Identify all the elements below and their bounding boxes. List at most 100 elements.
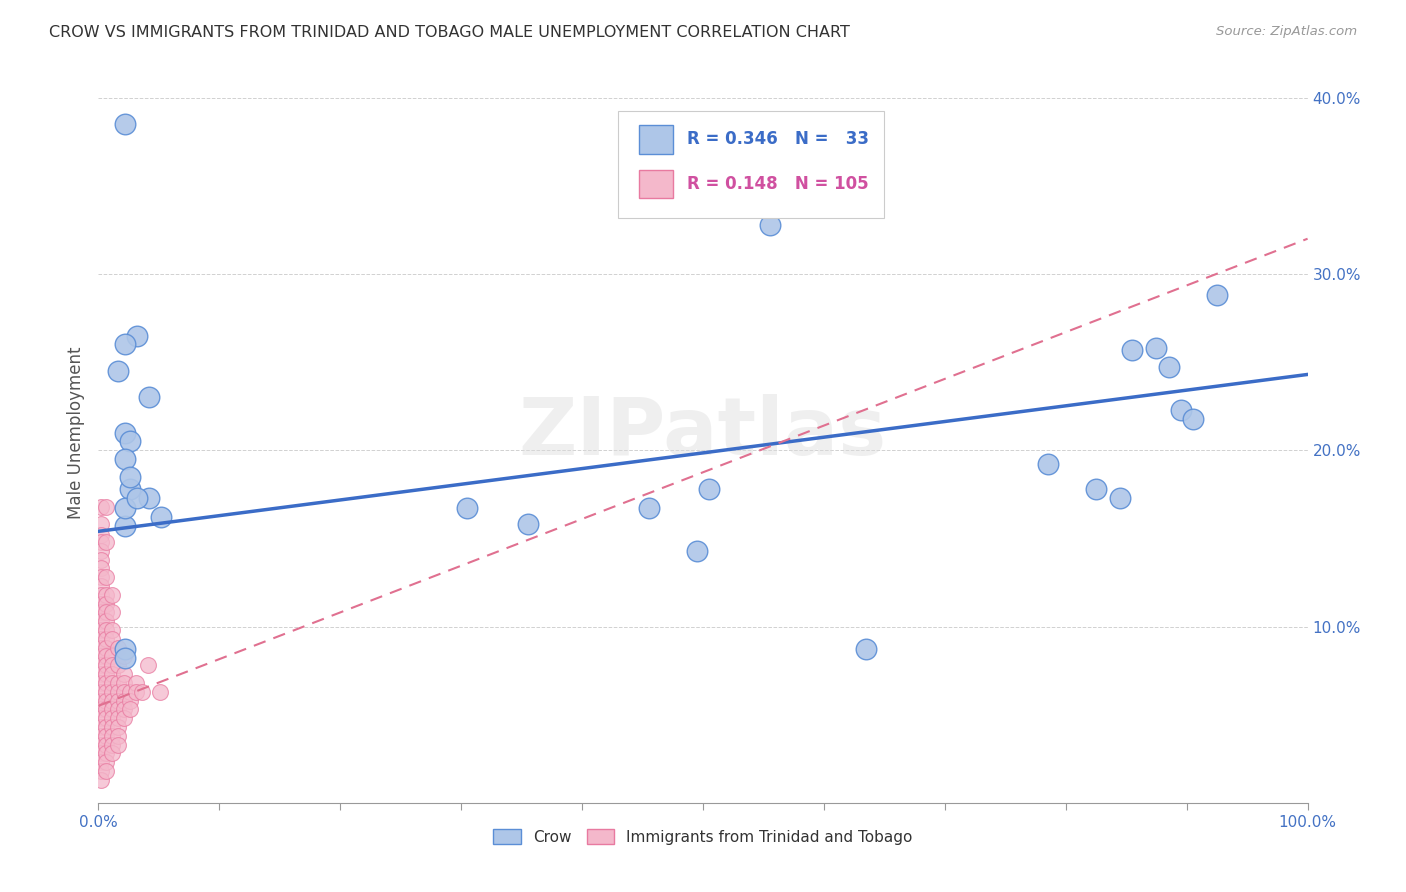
Point [90,685,112,699]
Point [94,640,117,655]
Point [107,364,129,378]
Point [94,720,117,734]
Point [112,649,135,664]
Point [90,614,112,628]
Point [637,501,659,516]
Point [90,517,112,532]
Point [107,693,129,707]
Point [90,676,112,690]
Point [94,667,117,681]
Point [125,685,148,699]
Point [90,535,112,549]
Point [1181,411,1204,425]
Point [112,711,135,725]
Point [125,676,148,690]
Point [94,606,117,620]
Point [90,579,112,593]
Point [131,685,153,699]
Point [1036,458,1059,472]
Point [90,552,112,566]
Point [114,501,136,516]
Point [100,729,122,743]
Point [90,772,112,787]
Text: CROW VS IMMIGRANTS FROM TRINIDAD AND TOBAGO MALE UNEMPLOYMENT CORRELATION CHART: CROW VS IMMIGRANTS FROM TRINIDAD AND TOB… [49,25,851,40]
Point [107,711,129,725]
Point [94,702,117,716]
Point [94,632,117,646]
Point [90,738,112,752]
Point [112,667,135,681]
Point [107,658,129,673]
Point [114,642,136,657]
Point [90,588,112,602]
Point [90,711,112,725]
Point [100,658,122,673]
Point [107,702,129,716]
Point [94,685,117,699]
Point [100,649,122,664]
Point [114,337,136,351]
Point [107,676,129,690]
Text: ZIPatlas: ZIPatlas [519,393,887,472]
Point [1085,482,1108,496]
Point [94,649,117,664]
Point [90,658,112,673]
Point [90,570,112,584]
Point [118,469,141,483]
Point [100,667,122,681]
Point [114,117,136,131]
Point [90,640,112,655]
Point [94,729,117,743]
Point [456,501,478,516]
Point [90,702,112,716]
Point [94,614,117,628]
Point [100,623,122,637]
Point [118,702,141,716]
Point [112,693,135,707]
Point [758,218,780,232]
Y-axis label: Male Unemployment: Male Unemployment [66,346,84,519]
Point [107,729,129,743]
Point [90,693,112,707]
Point [150,510,173,524]
Point [90,764,112,778]
Point [107,720,129,734]
Point [114,452,136,467]
Point [112,702,135,716]
Point [112,685,135,699]
FancyBboxPatch shape [638,126,673,153]
Point [94,693,117,707]
Point [516,517,538,532]
Point [138,390,160,404]
FancyBboxPatch shape [619,111,884,218]
Point [90,729,112,743]
Point [855,642,877,657]
Point [114,651,136,665]
Point [94,623,117,637]
Point [100,711,122,725]
Point [90,747,112,761]
Point [100,588,122,602]
Point [697,482,720,496]
Point [90,543,112,558]
Point [1157,360,1180,375]
Point [138,491,160,505]
Point [94,747,117,761]
Point [118,482,141,496]
Point [94,597,117,611]
Point [100,720,122,734]
Point [94,764,117,778]
Point [107,640,129,655]
Text: Source: ZipAtlas.com: Source: ZipAtlas.com [1216,25,1357,38]
Point [136,658,159,673]
Point [107,738,129,752]
Point [1146,341,1168,355]
Point [90,606,112,620]
FancyBboxPatch shape [638,169,673,198]
Point [114,425,136,440]
Point [1206,288,1229,302]
Point [114,519,136,533]
Point [94,676,117,690]
Point [90,649,112,664]
Point [118,434,141,449]
